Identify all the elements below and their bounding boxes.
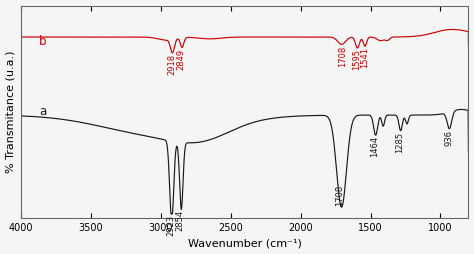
X-axis label: Wavenumber (cm⁻¹): Wavenumber (cm⁻¹)	[188, 239, 302, 248]
Text: 1285: 1285	[395, 132, 404, 153]
Text: 1541: 1541	[360, 47, 369, 68]
Text: b: b	[39, 35, 47, 48]
Text: 2849: 2849	[177, 49, 186, 70]
Text: a: a	[39, 105, 46, 118]
Text: 2854: 2854	[176, 210, 185, 231]
Text: 1708: 1708	[338, 45, 347, 67]
Text: 1708: 1708	[335, 185, 344, 206]
Text: 936: 936	[444, 130, 453, 146]
Text: 1464: 1464	[370, 136, 379, 157]
Text: 2918: 2918	[167, 54, 176, 75]
Y-axis label: % Transmitance (u.a.): % Transmitance (u.a.)	[6, 51, 16, 173]
Text: 2923: 2923	[166, 215, 175, 236]
Text: 1595: 1595	[352, 49, 361, 70]
